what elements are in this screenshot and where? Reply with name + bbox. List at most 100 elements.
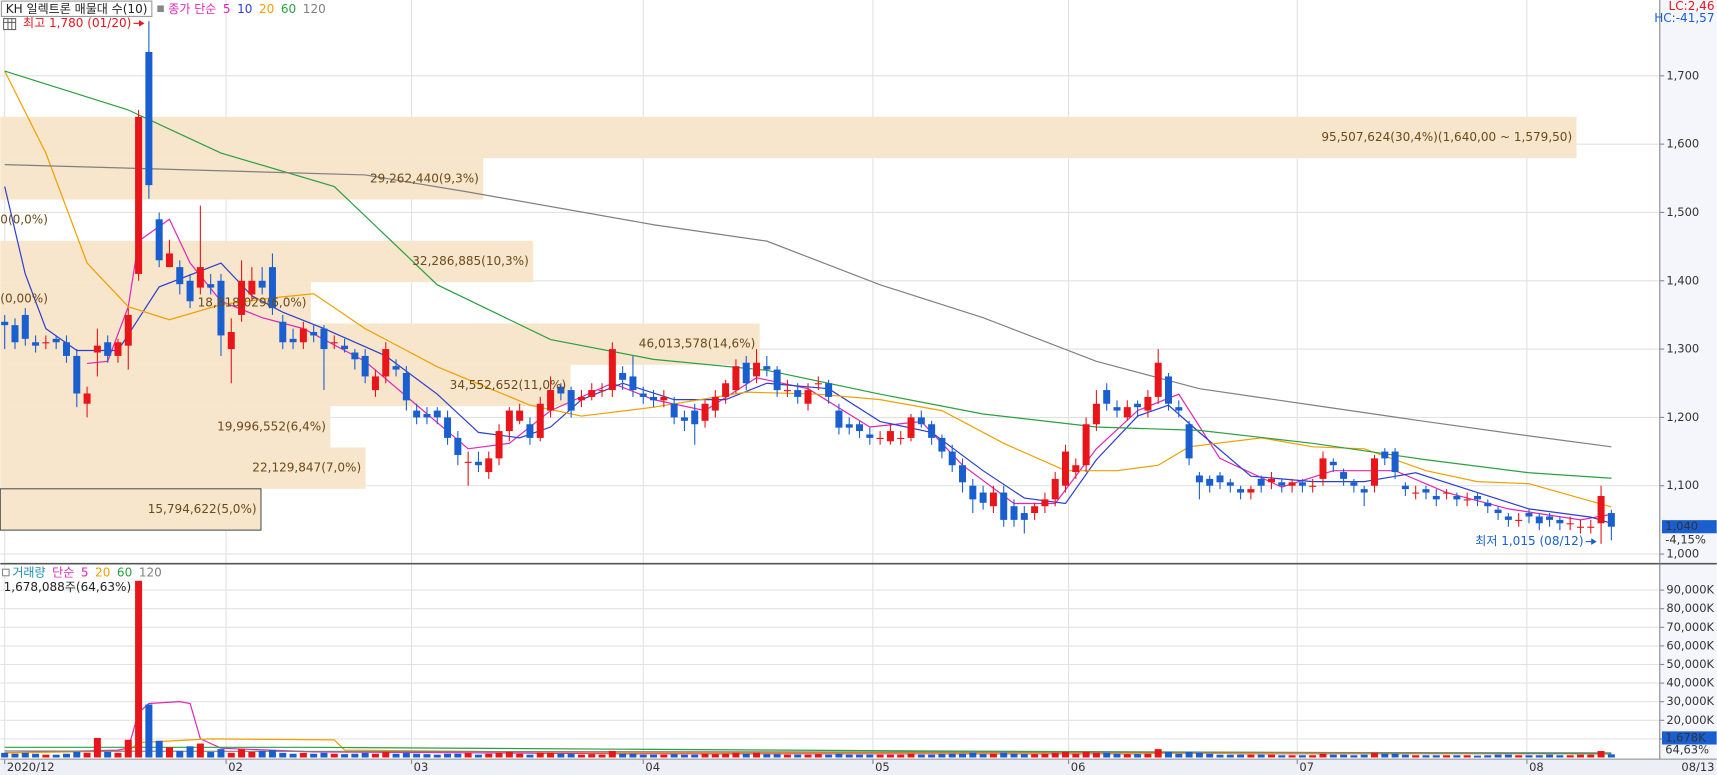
volume-bar bbox=[845, 754, 853, 758]
legend-entry: 60 bbox=[281, 2, 296, 16]
volume-profile-label: 18,818,029(6,0%) bbox=[198, 295, 307, 309]
volume-profile-label: 22,129,847(7,0%) bbox=[252, 461, 361, 475]
candle-body bbox=[567, 390, 575, 411]
candle-body bbox=[886, 431, 894, 442]
candle-body bbox=[928, 424, 936, 438]
volume-bar bbox=[371, 753, 379, 758]
candle-body bbox=[104, 342, 112, 356]
candle-body bbox=[1288, 482, 1296, 486]
candle-body bbox=[1422, 489, 1430, 493]
volume-bar bbox=[1154, 749, 1162, 758]
price-tag bbox=[1661, 520, 1717, 534]
volume-bar bbox=[948, 753, 956, 758]
candle-body bbox=[1298, 482, 1306, 486]
volume-profile-label: 32,286,885(10,3%) bbox=[412, 254, 529, 268]
volume-bar bbox=[1432, 755, 1440, 758]
volume-bar bbox=[495, 752, 503, 758]
candle-body bbox=[238, 280, 246, 315]
volume-bar bbox=[1597, 750, 1605, 758]
candle-body bbox=[1566, 523, 1574, 525]
volume-bar bbox=[516, 753, 524, 758]
candle-body bbox=[577, 396, 585, 401]
volume-bar bbox=[176, 750, 184, 758]
volume-bar bbox=[1576, 754, 1584, 758]
candle-body bbox=[21, 314, 29, 339]
legend-label: 단순 bbox=[52, 566, 74, 580]
candle-body bbox=[557, 386, 565, 394]
volume-bar bbox=[42, 754, 50, 758]
x-tick-label: 03 bbox=[414, 760, 429, 774]
candle-body bbox=[1010, 506, 1018, 520]
candle-body bbox=[1195, 475, 1203, 483]
candle-body bbox=[1515, 519, 1523, 521]
candle-body bbox=[1401, 485, 1409, 490]
candle-body bbox=[227, 332, 235, 350]
candle-body bbox=[1576, 526, 1584, 528]
y-tick-label: 60,000K bbox=[1666, 638, 1714, 652]
volume-bar bbox=[464, 752, 472, 758]
candle-body bbox=[217, 280, 225, 336]
candle-body bbox=[938, 437, 946, 452]
candle-body bbox=[608, 349, 616, 391]
candle-body bbox=[1237, 489, 1245, 493]
table-icon bbox=[3, 18, 17, 31]
max-label: 최고 1,780 (01/20) bbox=[23, 16, 131, 30]
candle-body bbox=[588, 390, 596, 397]
candle-body bbox=[52, 338, 60, 343]
candle-body bbox=[1391, 451, 1399, 473]
volume-bar bbox=[351, 753, 359, 758]
volume-bar bbox=[804, 754, 812, 758]
legend-entry: 20 bbox=[259, 2, 274, 16]
candle-body bbox=[1412, 492, 1420, 494]
right-axis-background bbox=[1659, 0, 1717, 760]
volume-bar bbox=[1350, 755, 1358, 758]
legend-entry: 120 bbox=[139, 566, 162, 580]
volume-bar bbox=[1288, 755, 1296, 758]
candle-body bbox=[392, 366, 400, 370]
legend-entry: 20 bbox=[95, 566, 110, 580]
candle-body bbox=[1257, 478, 1265, 486]
max-label-arrowhead bbox=[139, 20, 145, 27]
volume-bar bbox=[876, 754, 884, 758]
volume-bar bbox=[1123, 754, 1131, 758]
candle-body bbox=[454, 437, 462, 455]
candle-body bbox=[1206, 478, 1214, 486]
volume-bar bbox=[907, 753, 915, 758]
candle-body bbox=[155, 219, 163, 261]
candle-body bbox=[989, 492, 997, 507]
candle-body bbox=[73, 355, 81, 394]
y-tick-label: 1,300 bbox=[1666, 342, 1699, 356]
candle-body bbox=[1546, 516, 1554, 520]
volume-bar bbox=[248, 751, 256, 758]
candle-body bbox=[1103, 390, 1111, 404]
volume-bar bbox=[93, 737, 101, 758]
candle-body bbox=[804, 390, 812, 404]
legend-entry: 120 bbox=[303, 2, 326, 16]
volume-bar bbox=[1525, 755, 1533, 758]
volume-bar bbox=[1092, 752, 1100, 758]
candle-body bbox=[1175, 407, 1183, 411]
volume-bar bbox=[1535, 755, 1543, 758]
volume-bar bbox=[1144, 753, 1152, 758]
volume-bar bbox=[485, 753, 493, 758]
candle-body bbox=[1350, 482, 1358, 486]
volume-bar bbox=[557, 753, 565, 758]
candle-body bbox=[474, 461, 482, 466]
candle-body bbox=[248, 280, 256, 295]
volume-bar bbox=[938, 754, 946, 758]
candle-body bbox=[1597, 495, 1605, 524]
volume-bar bbox=[124, 739, 132, 758]
candle-body bbox=[1319, 458, 1327, 479]
candle-body bbox=[444, 417, 452, 438]
volume-bar bbox=[1607, 754, 1615, 758]
candle-body bbox=[1185, 424, 1193, 459]
candle-body bbox=[650, 396, 658, 401]
volume-bar bbox=[969, 752, 977, 758]
volume-bar bbox=[1473, 755, 1481, 758]
volume-bar bbox=[917, 754, 925, 758]
volume-pct-label: 64,63% bbox=[1665, 742, 1709, 756]
candle-layer bbox=[1, 21, 1615, 758]
candle-body bbox=[691, 410, 699, 425]
x-tick-label: 02 bbox=[228, 760, 243, 774]
volume-bar bbox=[732, 752, 740, 758]
